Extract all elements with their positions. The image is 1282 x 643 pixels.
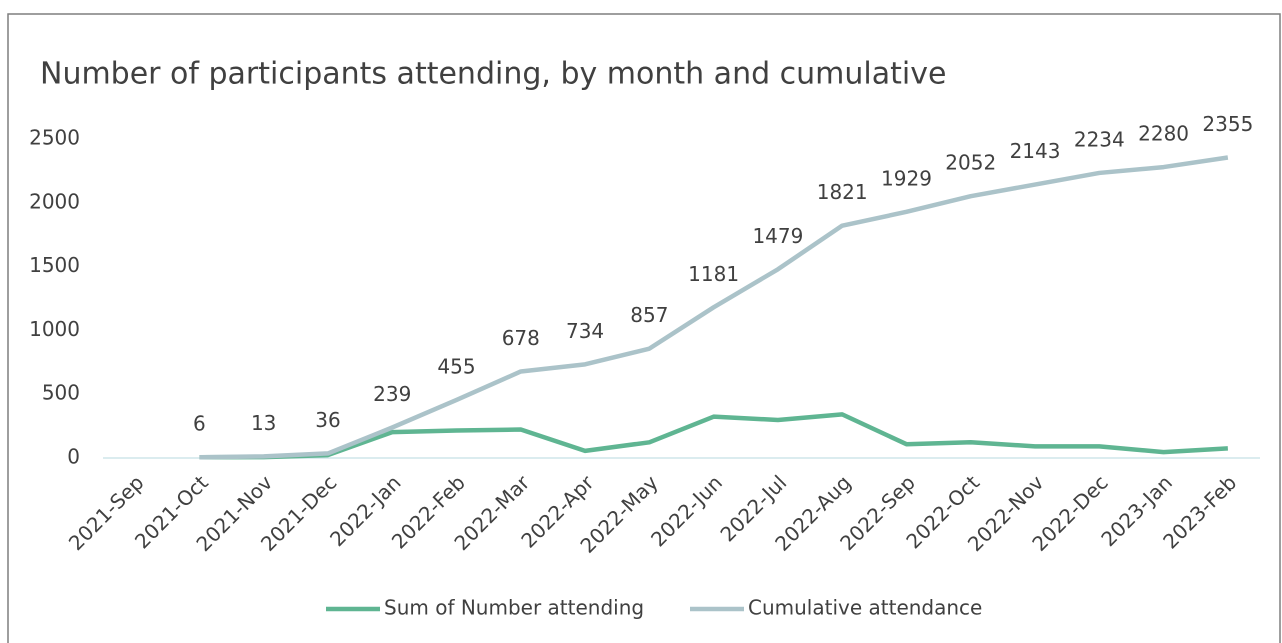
data-label: 1929 (881, 166, 932, 190)
data-label: 857 (630, 303, 668, 327)
data-label: 2280 (1138, 122, 1189, 146)
legend-label: Sum of Number attending (384, 596, 644, 620)
frame (7, 13, 1281, 643)
data-label: 455 (437, 354, 475, 378)
line-series (199, 412, 1228, 460)
data-label: 1181 (688, 262, 739, 286)
data-label: 36 (315, 408, 340, 432)
chart-title: Number of participants attending, by mon… (40, 57, 946, 92)
data-label: 2355 (1202, 112, 1253, 136)
data-label: 2052 (945, 151, 996, 175)
y-tick-label: 2500 (29, 126, 80, 150)
data-label: 6 (193, 412, 206, 436)
data-label: 13 (251, 411, 276, 435)
y-tick-label: 500 (42, 381, 80, 405)
x-tick-label: 2022-Jun (646, 470, 727, 551)
y-tick-label: 1000 (29, 317, 80, 341)
y-tick-label: 0 (67, 445, 80, 469)
y-tick-label: 2000 (29, 189, 80, 213)
line-series (199, 155, 1229, 460)
data-label: 734 (566, 319, 604, 343)
data-label: 678 (502, 326, 540, 350)
data-label: 2143 (1010, 139, 1061, 163)
data-label: 239 (373, 382, 411, 406)
data-label: 1821 (817, 180, 868, 204)
y-tick-label: 1500 (29, 253, 80, 277)
data-label: 1479 (752, 224, 803, 248)
legend-label: Cumulative attendance (748, 596, 982, 620)
data-label: 2234 (1074, 127, 1125, 151)
